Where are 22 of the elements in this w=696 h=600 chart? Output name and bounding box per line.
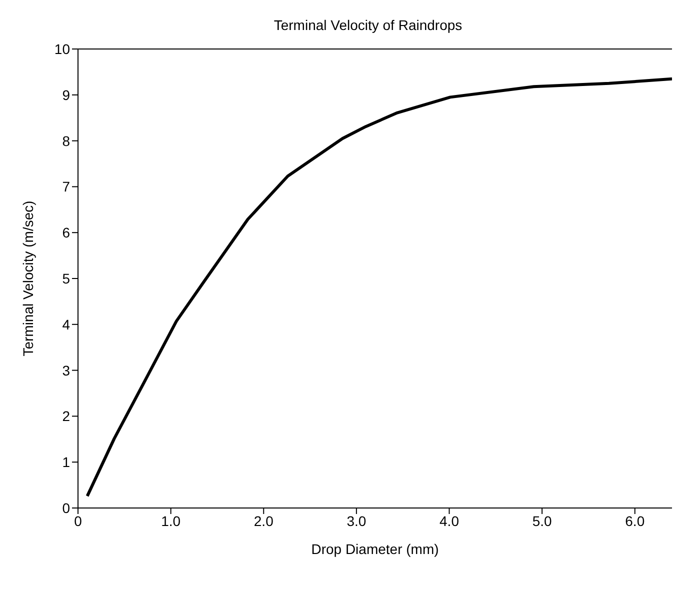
y-tick-label: 8 xyxy=(62,132,70,149)
y-tick-label: 0 xyxy=(62,500,70,516)
y-tick-label: 3 xyxy=(62,362,70,378)
x-tick-label: 4.0 xyxy=(440,512,460,529)
x-tick-label: 3.0 xyxy=(346,512,366,529)
y-tick-label: 4 xyxy=(62,316,70,332)
y-tick-label: 10 xyxy=(54,40,70,57)
y-axis-title: Terminal Velocity (m/sec) xyxy=(20,200,36,356)
y-tick-label: 6 xyxy=(62,224,70,241)
x-tick-label: 5.0 xyxy=(532,512,552,529)
x-tick-label: 0 xyxy=(74,512,82,529)
y-tick-label: 9 xyxy=(62,86,70,103)
chart-title: Terminal Velocity of Raindrops xyxy=(274,17,462,33)
y-tick-label: 5 xyxy=(62,270,70,286)
x-axis-title: Drop Diameter (mm) xyxy=(311,541,439,557)
line-series xyxy=(86,77,672,498)
y-tick-label: 2 xyxy=(62,408,70,424)
y-tick-label: 7 xyxy=(62,178,70,195)
x-tick-label: 1.0 xyxy=(161,512,181,529)
y-tick-label: 1 xyxy=(62,454,70,470)
x-tick-label: 6.0 xyxy=(625,512,645,529)
x-tick-label: 2.0 xyxy=(254,512,274,529)
